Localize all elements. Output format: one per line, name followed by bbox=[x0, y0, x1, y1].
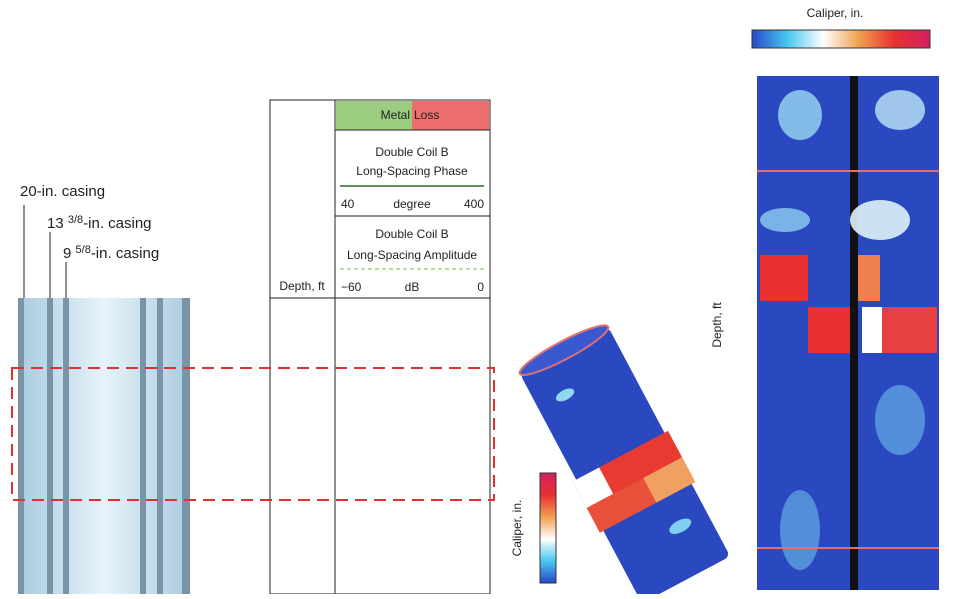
phase-scale: 40 bbox=[341, 197, 355, 211]
pipe-colorbar-label: Caliper, in. bbox=[510, 500, 524, 557]
phase-title: Long-Spacing Phase bbox=[356, 164, 468, 178]
depth-label: Depth, ft bbox=[279, 279, 325, 293]
casing-whole: 9 bbox=[63, 245, 71, 262]
image-depth-label: Depth, ft bbox=[710, 302, 724, 348]
casing-label: 20-in. casing bbox=[20, 183, 105, 200]
casing-fraction: 3/8 bbox=[68, 214, 83, 226]
amplitude-scale: dB bbox=[405, 280, 420, 294]
casing-label: 9 5/8-in. casing bbox=[63, 244, 159, 262]
image-log bbox=[757, 76, 942, 590]
casing-suffix: -in. casing bbox=[83, 215, 151, 232]
amplitude-title: Long-Spacing Amplitude bbox=[347, 248, 477, 262]
figure: 20-in. casing 13 3/8-in. casing 9 5/8-in… bbox=[0, 0, 961, 594]
amplitude-scale: 0 bbox=[477, 280, 484, 294]
casing-label: 13 3/8-in. casing bbox=[47, 214, 152, 232]
amplitude-scale: −60 bbox=[341, 280, 362, 294]
casing-fraction: 5/8 bbox=[76, 244, 91, 256]
casing-diagram bbox=[18, 205, 190, 594]
phase-title: Double Coil B bbox=[375, 145, 448, 159]
pipe-colorbar bbox=[540, 473, 556, 583]
phase-scale: 400 bbox=[464, 197, 484, 211]
loss-label: Loss bbox=[414, 108, 439, 122]
casing-whole: 13 bbox=[47, 215, 64, 232]
metal-label: Metal bbox=[381, 108, 410, 122]
image-colorbar bbox=[752, 30, 930, 48]
casing-suffix: -in. casing bbox=[91, 245, 159, 262]
depth-track bbox=[270, 100, 335, 594]
image-colorbar-label: Caliper, in. bbox=[807, 6, 864, 20]
phase-scale: degree bbox=[393, 197, 431, 211]
amplitude-title: Double Coil B bbox=[375, 227, 448, 241]
